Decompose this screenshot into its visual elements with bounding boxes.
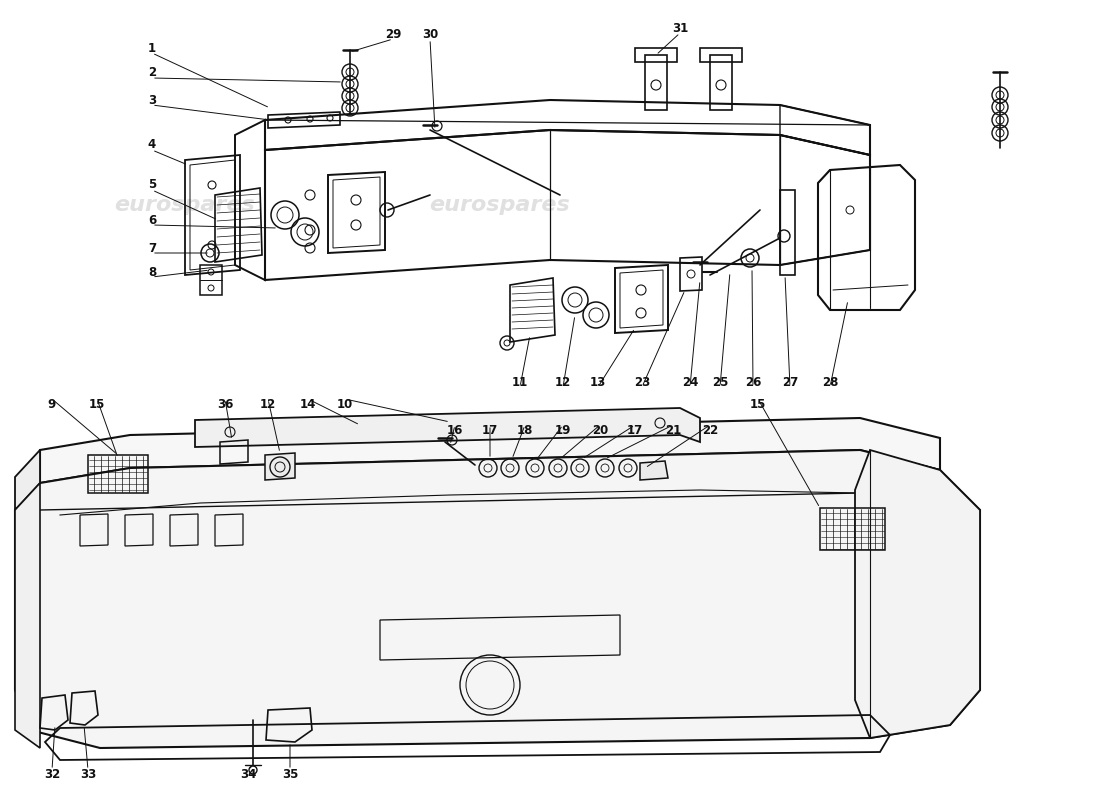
Text: 13: 13	[590, 375, 606, 389]
Polygon shape	[15, 450, 980, 748]
Text: 20: 20	[592, 423, 608, 437]
Text: 33: 33	[80, 769, 96, 782]
Text: 26: 26	[745, 375, 761, 389]
Text: 14: 14	[300, 398, 316, 410]
Text: 3: 3	[147, 94, 156, 106]
Text: 12: 12	[260, 398, 276, 410]
Text: 17: 17	[482, 423, 498, 437]
Text: 18: 18	[517, 423, 534, 437]
Text: 23: 23	[634, 375, 650, 389]
Text: 22: 22	[702, 423, 718, 437]
Polygon shape	[15, 450, 40, 510]
Text: 16: 16	[447, 423, 463, 437]
Text: 9: 9	[48, 398, 56, 410]
Text: eurospares: eurospares	[749, 580, 890, 600]
Text: 17: 17	[627, 423, 644, 437]
Polygon shape	[855, 450, 980, 738]
Text: eurospares: eurospares	[114, 195, 255, 215]
Text: eurospares: eurospares	[450, 580, 591, 600]
Text: 36: 36	[217, 398, 233, 410]
Text: 32: 32	[44, 769, 60, 782]
Text: 28: 28	[822, 375, 838, 389]
Text: 10: 10	[337, 398, 353, 410]
Text: 2: 2	[147, 66, 156, 79]
Text: 31: 31	[672, 22, 689, 34]
Text: 25: 25	[712, 375, 728, 389]
Polygon shape	[15, 483, 40, 748]
Text: 24: 24	[682, 375, 698, 389]
Text: 12: 12	[554, 375, 571, 389]
Polygon shape	[195, 408, 700, 447]
Text: eurospares: eurospares	[430, 195, 571, 215]
Text: 29: 29	[385, 27, 402, 41]
Text: 1: 1	[147, 42, 156, 54]
Polygon shape	[265, 453, 295, 480]
Bar	[88, 455, 148, 493]
Text: 4: 4	[147, 138, 156, 151]
Text: 5: 5	[147, 178, 156, 191]
Text: 11: 11	[512, 375, 528, 389]
Text: 15: 15	[89, 398, 106, 410]
Text: 19: 19	[554, 423, 571, 437]
Polygon shape	[640, 461, 668, 480]
Text: 27: 27	[782, 375, 799, 389]
Text: 6: 6	[147, 214, 156, 226]
Text: 15: 15	[750, 398, 767, 410]
Text: 34: 34	[240, 769, 256, 782]
Text: 30: 30	[422, 27, 438, 41]
Text: 7: 7	[147, 242, 156, 254]
Text: 21: 21	[664, 423, 681, 437]
Text: 8: 8	[147, 266, 156, 278]
Text: 35: 35	[282, 769, 298, 782]
Bar	[820, 508, 886, 550]
Polygon shape	[40, 418, 940, 483]
Text: eurospares: eurospares	[114, 580, 255, 600]
